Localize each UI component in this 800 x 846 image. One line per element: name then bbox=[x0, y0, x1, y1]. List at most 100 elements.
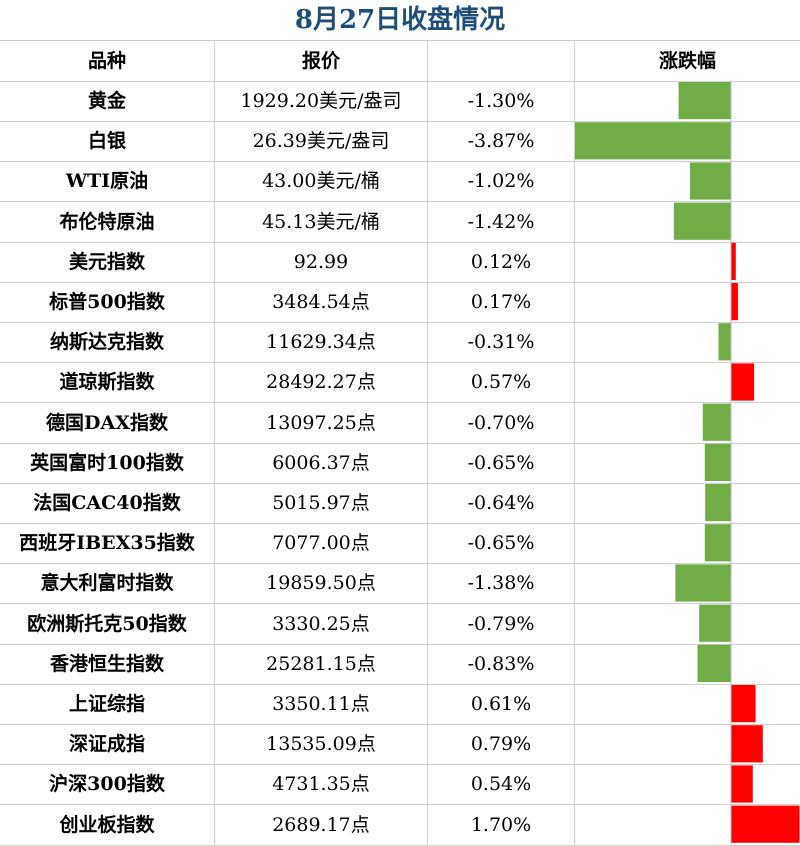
header-row: 品种 报价 涨跌幅 bbox=[0, 41, 800, 82]
row-price: 11629.34点 bbox=[215, 322, 428, 363]
table-row: 欧洲斯托克50指数 3330.25点 -0.79% bbox=[0, 603, 800, 645]
row-name: 白银 bbox=[0, 121, 215, 162]
row-change: -0.65% bbox=[428, 442, 575, 483]
table-row: 香港恒生指数 25281.15点 -0.83% bbox=[0, 643, 800, 685]
header-change bbox=[428, 41, 575, 81]
table-row: 德国DAX指数 13097.25点 -0.70% bbox=[0, 402, 800, 444]
row-change: 0.79% bbox=[428, 724, 575, 765]
row-price: 19859.50点 bbox=[215, 563, 428, 604]
bar bbox=[704, 524, 731, 562]
row-name: 英国富时100指数 bbox=[0, 442, 215, 483]
row-change: -0.79% bbox=[428, 603, 575, 644]
row-price: 3330.25点 bbox=[215, 603, 428, 644]
row-change: 1.70% bbox=[428, 804, 575, 845]
row-change: -1.30% bbox=[428, 81, 575, 121]
row-price: 13535.09点 bbox=[215, 724, 428, 765]
row-change: -0.31% bbox=[428, 322, 575, 363]
row-price: 2689.17点 bbox=[215, 804, 428, 845]
table-row: WTI原油 43.00美元/桶 -1.02% bbox=[0, 161, 800, 203]
row-price: 3484.54点 bbox=[215, 282, 428, 322]
row-change: -1.38% bbox=[428, 563, 575, 604]
bar bbox=[731, 242, 736, 280]
row-name: 创业板指数 bbox=[0, 804, 215, 845]
chart-title: 8月27日收盘情况 bbox=[0, 0, 800, 41]
table-row: 西班牙IBEX35指数 7077.00点 -0.65% bbox=[0, 523, 800, 565]
row-change: 0.61% bbox=[428, 684, 575, 724]
bar bbox=[678, 82, 731, 120]
row-price: 25281.15点 bbox=[215, 643, 428, 684]
bar bbox=[704, 443, 731, 481]
table-row: 意大利富时指数 19859.50点 -1.38% bbox=[0, 563, 800, 605]
table-row: 沪深300指数 4731.35点 0.54% bbox=[0, 764, 800, 806]
row-change: -0.64% bbox=[428, 483, 575, 523]
bar bbox=[705, 484, 731, 522]
row-name: 上证综指 bbox=[0, 684, 215, 724]
row-name: 法国CAC40指数 bbox=[0, 483, 215, 523]
row-name: 美元指数 bbox=[0, 241, 215, 282]
row-change: -0.65% bbox=[428, 523, 575, 564]
row-price: 4731.35点 bbox=[215, 764, 428, 805]
row-name: 香港恒生指数 bbox=[0, 643, 215, 684]
row-name: 标普500指数 bbox=[0, 282, 215, 322]
bar bbox=[731, 725, 763, 763]
bar bbox=[689, 162, 731, 200]
row-name: 道琼斯指数 bbox=[0, 362, 215, 403]
header-price: 报价 bbox=[215, 41, 428, 81]
table-row: 美元指数 92.99 0.12% bbox=[0, 241, 800, 283]
row-name: 黄金 bbox=[0, 81, 215, 121]
row-change: 0.57% bbox=[428, 362, 575, 403]
row-name: 德国DAX指数 bbox=[0, 402, 215, 443]
row-name: WTI原油 bbox=[0, 161, 215, 202]
bar bbox=[731, 765, 753, 803]
row-price: 45.13美元/桶 bbox=[215, 201, 428, 242]
table-row: 标普500指数 3484.54点 0.17% bbox=[0, 282, 800, 323]
row-price: 5015.97点 bbox=[215, 483, 428, 523]
table-row: 上证综指 3350.11点 0.61% bbox=[0, 684, 800, 725]
table-row: 法国CAC40指数 5015.97点 -0.64% bbox=[0, 483, 800, 524]
bar bbox=[675, 564, 731, 602]
row-change: 0.17% bbox=[428, 282, 575, 322]
bar bbox=[697, 644, 731, 682]
row-price: 1929.20美元/盎司 bbox=[215, 81, 428, 121]
header-bar: 涨跌幅 bbox=[658, 50, 716, 72]
row-price: 3350.11点 bbox=[215, 684, 428, 724]
bar bbox=[718, 323, 731, 361]
bar bbox=[673, 202, 731, 240]
bar bbox=[702, 403, 731, 441]
table-row: 道琼斯指数 28492.27点 0.57% bbox=[0, 362, 800, 404]
row-price: 43.00美元/桶 bbox=[215, 161, 428, 202]
row-change: 0.12% bbox=[428, 241, 575, 282]
row-change: -3.87% bbox=[428, 121, 575, 162]
row-price: 92.99 bbox=[215, 241, 428, 282]
row-change: -1.02% bbox=[428, 161, 575, 202]
table-row: 布伦特原油 45.13美元/桶 -1.42% bbox=[0, 201, 800, 243]
row-change: -1.42% bbox=[428, 201, 575, 242]
row-name: 意大利富时指数 bbox=[0, 563, 215, 604]
header-name: 品种 bbox=[0, 41, 215, 81]
bar bbox=[731, 805, 800, 843]
table-row: 黄金 1929.20美元/盎司 -1.30% bbox=[0, 81, 800, 122]
row-name: 沪深300指数 bbox=[0, 764, 215, 805]
row-name: 布伦特原油 bbox=[0, 201, 215, 242]
row-name: 深证成指 bbox=[0, 724, 215, 765]
bar bbox=[575, 122, 731, 160]
table-row: 英国富时100指数 6006.37点 -0.65% bbox=[0, 442, 800, 484]
bar bbox=[731, 685, 756, 723]
row-change: -0.83% bbox=[428, 643, 575, 684]
table-row: 深证成指 13535.09点 0.79% bbox=[0, 724, 800, 766]
row-change: 0.54% bbox=[428, 764, 575, 805]
row-price: 26.39美元/盎司 bbox=[215, 121, 428, 162]
row-change: -0.70% bbox=[428, 402, 575, 443]
row-name: 纳斯达克指数 bbox=[0, 322, 215, 363]
table-row: 白银 26.39美元/盎司 -3.87% bbox=[0, 121, 800, 163]
bar bbox=[731, 363, 754, 401]
bar-chart bbox=[575, 81, 800, 845]
row-price: 13097.25点 bbox=[215, 402, 428, 443]
row-price: 7077.00点 bbox=[215, 523, 428, 564]
bar bbox=[699, 604, 731, 642]
row-price: 6006.37点 bbox=[215, 442, 428, 483]
bar bbox=[731, 283, 738, 321]
row-name: 欧洲斯托克50指数 bbox=[0, 603, 215, 644]
table-row: 纳斯达克指数 11629.34点 -0.31% bbox=[0, 322, 800, 364]
